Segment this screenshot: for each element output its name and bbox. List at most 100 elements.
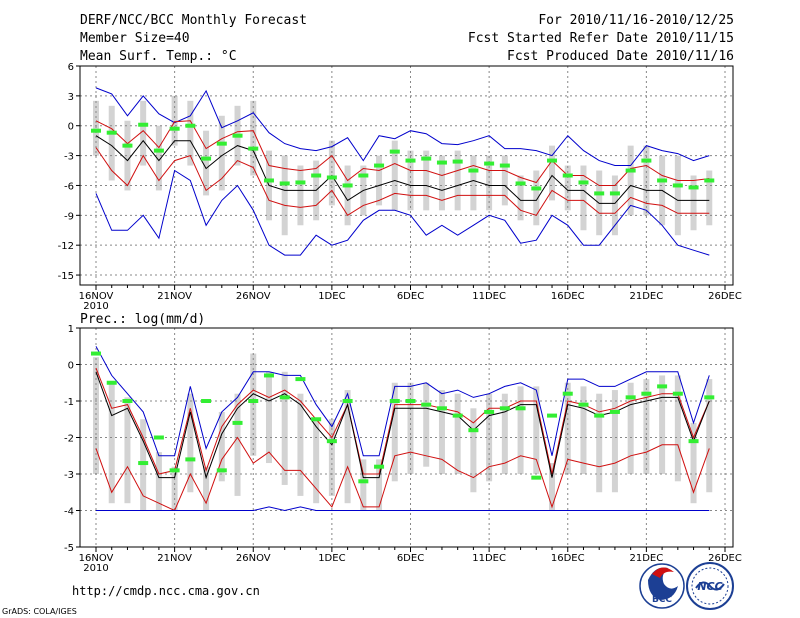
reference-mark bbox=[106, 130, 117, 135]
spread-box bbox=[265, 371, 272, 464]
spread-box bbox=[423, 382, 430, 467]
series-plus_sd-line bbox=[95, 367, 710, 475]
reference-mark bbox=[672, 391, 683, 396]
reference-mark bbox=[531, 186, 542, 191]
ncc-logo-text: NCC bbox=[697, 580, 722, 593]
spread-box bbox=[297, 165, 304, 226]
reference-mark bbox=[326, 439, 337, 444]
reference-mark bbox=[499, 406, 510, 411]
spread-box bbox=[643, 145, 650, 216]
spread-box bbox=[674, 155, 681, 236]
spread-box bbox=[596, 393, 603, 493]
spread-box bbox=[517, 175, 524, 221]
reference-mark bbox=[201, 156, 212, 161]
reference-mark bbox=[326, 175, 337, 180]
reference-mark bbox=[138, 461, 149, 466]
reference-mark bbox=[468, 428, 479, 433]
reference-mark bbox=[263, 373, 274, 378]
spread-box bbox=[376, 155, 383, 206]
y-tick-label: 1 bbox=[68, 324, 74, 335]
precip-title: Prec.: log(mm/d) bbox=[80, 312, 205, 327]
reference-mark bbox=[169, 126, 180, 131]
reference-mark bbox=[138, 122, 149, 127]
reference-mark bbox=[374, 163, 385, 168]
x-tick-label: 16NOV bbox=[79, 553, 114, 564]
footer-url[interactable]: http://cmdp.ncc.cma.gov.cn bbox=[72, 584, 260, 598]
x-tick-label: 16NOV bbox=[79, 291, 114, 302]
series-minus_sd-line bbox=[95, 436, 710, 512]
spread-box bbox=[549, 463, 556, 511]
spread-box bbox=[250, 100, 257, 176]
series-max-line bbox=[95, 87, 710, 166]
spread-box bbox=[376, 459, 383, 511]
reference-mark bbox=[562, 173, 573, 178]
series-min-line bbox=[95, 169, 710, 256]
y-tick-label: 0 bbox=[68, 361, 74, 372]
reference-mark bbox=[688, 439, 699, 444]
spread-box bbox=[627, 382, 634, 474]
series-mean-line bbox=[95, 135, 710, 204]
reference-mark bbox=[248, 399, 259, 403]
reference-mark bbox=[185, 457, 196, 462]
spread-box bbox=[281, 371, 288, 485]
forecast-period: For 2010/11/16-2010/12/25 bbox=[538, 13, 734, 28]
spread-box bbox=[706, 379, 713, 493]
spread-box bbox=[344, 165, 351, 226]
spread-box bbox=[328, 140, 335, 206]
spread-box bbox=[643, 379, 650, 474]
spread-box bbox=[470, 408, 477, 493]
reference-mark bbox=[672, 183, 683, 188]
reference-mark bbox=[547, 413, 558, 418]
reference-mark bbox=[405, 158, 416, 163]
series-minus_sd-line bbox=[95, 147, 710, 216]
reference-mark bbox=[452, 413, 463, 418]
plot-frame bbox=[79, 65, 734, 286]
y-tick-label: 6 bbox=[68, 62, 74, 73]
x-tick-label: 21NOV bbox=[157, 291, 192, 302]
reference-mark bbox=[91, 128, 101, 133]
reference-mark bbox=[452, 159, 463, 164]
reference-mark bbox=[279, 395, 290, 400]
spread-box bbox=[391, 140, 398, 211]
spread-box bbox=[234, 393, 241, 496]
spread-box bbox=[155, 452, 162, 511]
spread-box bbox=[501, 155, 508, 206]
reference-mark bbox=[216, 141, 227, 146]
spread-box bbox=[344, 390, 351, 504]
spread-box bbox=[313, 419, 320, 504]
reference-mark bbox=[704, 178, 715, 183]
reference-mark bbox=[657, 384, 668, 389]
refer-date: Fcst Started Refer Date 2010/11/15 bbox=[468, 31, 734, 46]
spread-box bbox=[108, 382, 115, 504]
reference-mark bbox=[311, 173, 322, 178]
spread-box bbox=[438, 390, 445, 474]
x-tick-label: 26DEC bbox=[708, 291, 742, 302]
reference-mark bbox=[122, 143, 133, 148]
spread-box bbox=[611, 390, 618, 493]
spread-box bbox=[297, 393, 304, 496]
spread-box bbox=[360, 459, 367, 511]
reference-mark bbox=[531, 475, 542, 480]
spread-box bbox=[93, 100, 99, 156]
x-tick-label: 26DEC bbox=[708, 553, 742, 564]
reference-mark bbox=[547, 158, 558, 163]
reference-mark bbox=[295, 377, 306, 382]
spread-box bbox=[438, 155, 445, 211]
reference-mark bbox=[515, 181, 526, 186]
x-tick-label: 21NOV bbox=[157, 553, 192, 564]
reference-mark bbox=[578, 180, 589, 185]
reference-mark bbox=[374, 464, 385, 469]
spread-box bbox=[533, 386, 540, 474]
reference-mark bbox=[122, 399, 133, 403]
spread-box bbox=[517, 386, 524, 474]
reference-mark bbox=[484, 409, 495, 414]
spread-box bbox=[187, 100, 194, 166]
x-tick-label: 26NOV bbox=[236, 291, 271, 302]
reference-mark bbox=[609, 409, 620, 414]
reference-mark bbox=[405, 399, 416, 403]
reference-mark bbox=[295, 180, 306, 185]
produced-date: Fcst Produced Date 2010/11/16 bbox=[507, 49, 734, 64]
reference-mark bbox=[216, 468, 227, 473]
spread-box bbox=[533, 170, 540, 226]
spread-box bbox=[423, 150, 430, 211]
